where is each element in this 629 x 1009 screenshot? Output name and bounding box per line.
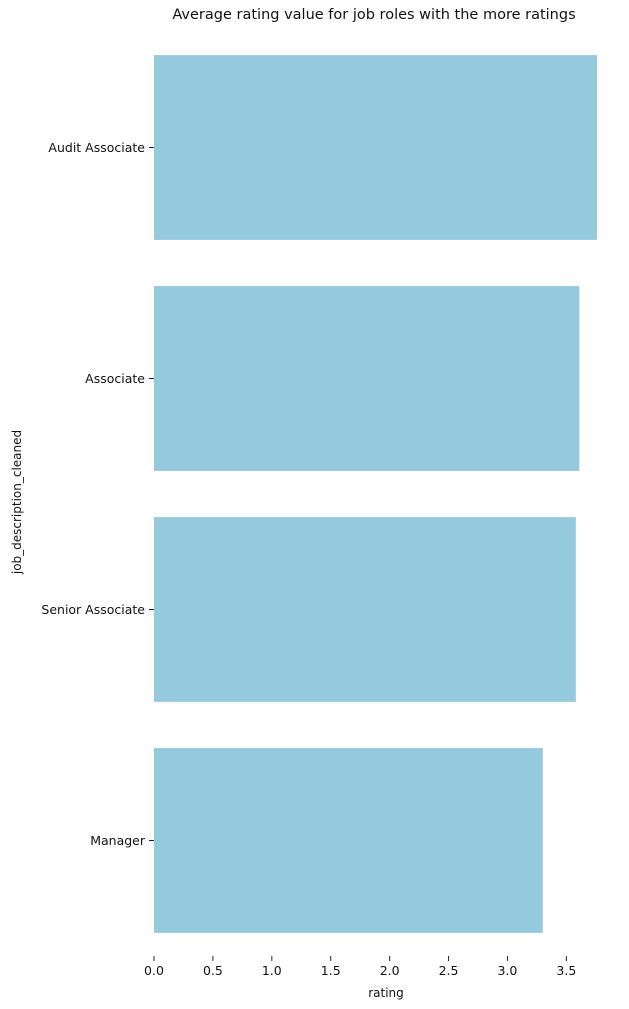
x-axis-label: rating [368,986,404,1000]
bar-senior-associate [154,517,576,702]
x-tick-label: 1.0 [262,963,282,978]
bar-audit-associate [154,55,597,240]
x-tick-label: 1.5 [321,963,341,978]
y-axis: Audit Associate Associate Senior Associate… [41,140,154,848]
x-tick-label: 2.0 [380,963,400,978]
y-axis-label: job_description_cleaned [10,430,24,575]
y-tick-label: Senior Associate [41,602,145,617]
x-tick-label: 0.5 [203,963,223,978]
y-tick-label: Associate [85,371,145,386]
x-tick-label: 0.0 [144,963,164,978]
bar-associate [154,286,580,471]
x-tick-label: 3.0 [498,963,518,978]
x-axis: 0.0 0.5 1.0 1.5 2.0 2.5 3.0 3.5 [144,956,576,978]
bar-manager [154,748,543,933]
bars-group [154,55,597,933]
x-tick-label: 3.5 [556,963,576,978]
chart-title: Average rating value for job roles with … [172,7,576,23]
y-tick-label: Audit Associate [48,140,145,155]
x-tick-label: 2.5 [439,963,459,978]
y-tick-label: Manager [90,833,146,848]
